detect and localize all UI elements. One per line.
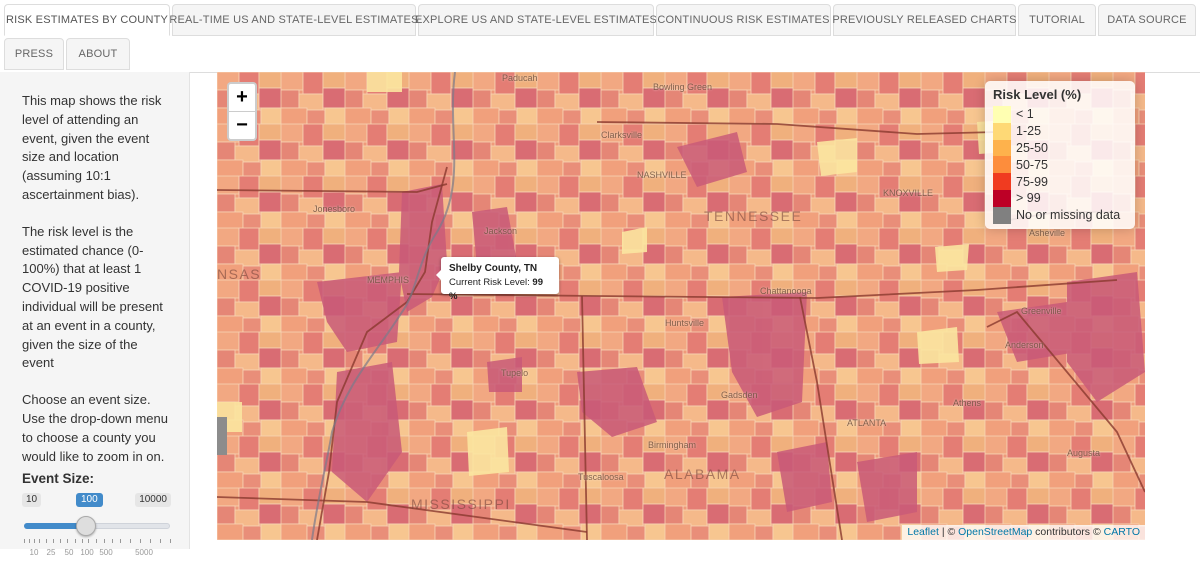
city-label: Paducah [502,73,538,83]
city-label: Gadsden [721,390,758,400]
city-label: Bowling Green [653,82,713,92]
legend-item: > 99 [993,189,1127,207]
legend-label: < 1 [1016,107,1034,122]
legend-item: 75-99 [993,173,1127,190]
state-label: ALABAMA [664,466,741,482]
city-label: Greenville [1021,306,1062,316]
city-label: NASHVILLE [637,170,687,180]
legend-label: 1-25 [1016,124,1042,139]
slider-handle[interactable] [76,516,96,537]
tooltip-risk-label: Current Risk Level: [449,277,530,288]
slider-tick-label: 100 [80,548,94,558]
legend-swatch [993,173,1011,190]
risk-legend: Risk Level (%) < 1 1-25 25-50 50-75 75-99 > 9… [985,81,1135,229]
slider-tick-label: 25 [46,548,56,558]
tab-data-source[interactable]: DATA SOURCE [1098,4,1196,36]
definition-text: The risk level is the estimated chance (… [22,223,163,371]
legend-swatch [993,189,1011,207]
city-label: Chattanooga [760,286,812,296]
carto-link[interactable]: CARTO [1103,526,1140,538]
tab-continuous-risk-estimates[interactable]: CONTINUOUS RISK ESTIMATES [656,4,831,36]
attribution-contributors: contributors © [1032,526,1104,538]
legend-swatch [993,139,1011,157]
zoom-control: + − [227,82,257,141]
slider-value-label: 100 [76,493,103,508]
attribution-separator: | © [938,526,959,538]
state-label: NSAS [217,266,262,282]
legend-label: 25-50 [1016,140,1048,155]
instructions-text: Choose an event size. Use the drop-down … [22,392,168,464]
event-size-label: Event Size: [22,471,95,487]
state-label: TENNESSEE [704,208,803,224]
legend-item: < 1 [993,106,1127,123]
legend-swatch [993,122,1011,140]
leaflet-link[interactable]: Leaflet [907,526,939,538]
slider-tick-label: 50 [64,548,74,558]
city-label: KNOXVILLE [883,188,934,198]
city-label: Athens [953,398,982,408]
legend-item: 1-25 [993,122,1127,140]
city-label: Asheville [1029,228,1066,238]
legend-label: 75-99 [1016,174,1048,189]
tab-real-time-estimates[interactable]: REAL-TIME US AND STATE-LEVEL ESTIMATES [169,4,418,36]
legend-item: No or missing data [993,206,1127,224]
tab-explore-estimates[interactable]: EXPLORE US AND STATE-LEVEL ESTIMATES [415,4,657,36]
city-label: Jackson [484,226,518,236]
tab-risk-estimates-by-county[interactable]: RISK ESTIMATES BY COUNTY [4,4,170,36]
slider-min-label: 10 [22,493,42,508]
legend-item: 50-75 [993,156,1127,174]
risk-map[interactable]: Paducah Bowling Green Clarksville NASHVI… [217,72,1145,540]
zoom-in-button[interactable]: + [236,86,248,108]
city-label: Jonesboro [313,204,356,214]
city-label: Huntsville [665,318,705,328]
slider-tick-label: 500 [99,548,113,558]
slider-grid: 10 25 50 100 500 5000 [24,539,174,559]
slider-tick-label: 5000 [135,548,153,558]
legend-swatch [993,106,1011,123]
county-tooltip: Shelby County, TN Current Risk Level: 99… [436,257,559,302]
slider-max-label: 10000 [135,493,171,508]
city-label: Birmingham [648,440,697,450]
tab-press[interactable]: PRESS [4,38,64,70]
city-label: Clarksville [601,130,643,140]
tab-previously-released-charts[interactable]: PREVIOUSLY RELEASED CHARTS [832,4,1016,36]
city-label: Tupelo [501,368,529,378]
slider-bar [24,523,88,530]
tab-about[interactable]: ABOUT [66,38,130,70]
legend-label: 50-75 [1016,157,1048,172]
openstreetmap-link[interactable]: OpenStreetMap [958,526,1033,538]
tab-tutorial[interactable]: TUTORIAL [1018,4,1096,36]
city-label: Anderson [1005,340,1044,350]
map-attribution: Leaflet | © OpenStreetMap contributors ©… [902,525,1145,540]
city-label: Augusta [1067,448,1101,458]
tab-bar: RISK ESTIMATES BY COUNTY REAL-TIME US AN… [0,0,1200,73]
tooltip-county-name: Shelby County, TN [449,263,538,274]
tooltip-risk-line: Current Risk Level: 99 % [449,276,551,304]
state-label: MISSISSIPPI [411,496,511,512]
legend-swatch [993,206,1011,224]
intro-text: This map shows the risk level of attendi… [22,93,162,202]
city-label: MEMPHIS [367,275,410,285]
city-label: Tuscaloosa [578,472,624,482]
legend-item: 25-50 [993,139,1127,157]
tooltip-risk-value: 99 % [449,277,543,302]
legend-label: No or missing data [1016,208,1121,223]
sidebar-panel: This map shows the risk level of attendi… [0,72,190,557]
legend-swatch [993,156,1011,174]
slider-tick-label: 10 [29,548,39,558]
legend-label: > 99 [1016,191,1041,206]
legend-title: Risk Level (%) [993,87,1082,102]
city-label: ATLANTA [847,418,887,428]
zoom-out-button[interactable]: − [229,111,255,139]
